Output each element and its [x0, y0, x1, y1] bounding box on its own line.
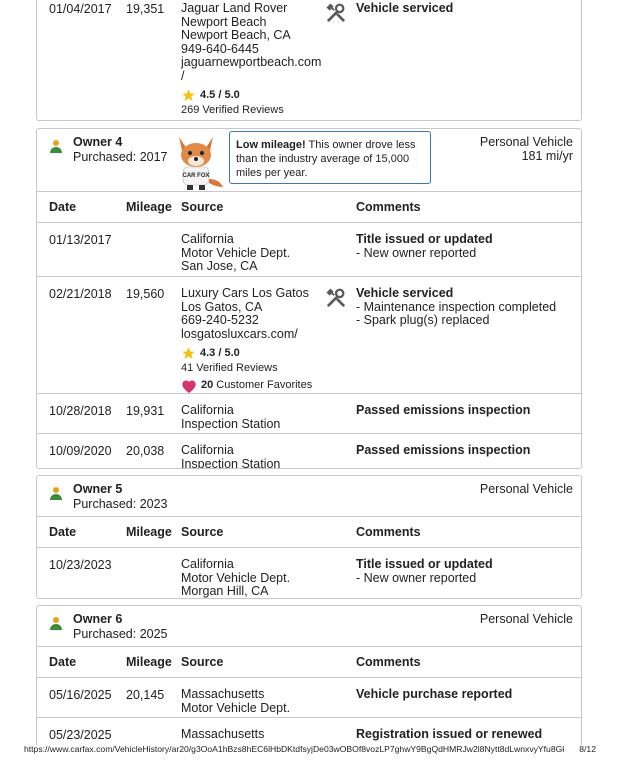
dealer-link[interactable]: losgatosluxcars.com/ [181, 326, 298, 341]
owner-6-section: Owner 6 Purchased: 2025 Personal Vehicle… [36, 605, 582, 745]
record-mileage: 19,351 [126, 2, 165, 16]
owner-header: Owner 6 Purchased: 2025 Personal Vehicle [37, 606, 581, 647]
low-mileage-callout: Low mileage! This owner drove less than … [229, 131, 431, 184]
heart-icon [182, 380, 196, 393]
table-header: Date Mileage Source Comments [37, 192, 581, 223]
owner-name: Owner 4 [73, 135, 123, 149]
verified-reviews-link[interactable]: 269 Verified Reviews [181, 104, 284, 116]
fox-shirt-text: CAR FOX [183, 173, 210, 179]
carfox-mascot-icon: CAR FOX [179, 137, 223, 190]
col-comments: Comments [356, 200, 421, 214]
table-row: 10/28/2018 19,931 California Inspection … [37, 394, 581, 434]
record-source: Jaguar Land Rover Newport Beach Newport … [181, 1, 322, 116]
page-footer: https://www.carfax.com/VehicleHistory/ar… [24, 744, 596, 754]
table-row: 02/21/2018 19,560 Luxury Cars Los Gatos … [37, 277, 581, 394]
owner-vehicle-type: Personal Vehicle [479, 482, 573, 496]
table-row: 05/23/2025 Massachusetts Registration is… [49, 727, 543, 742]
page-number: 8/12 [579, 744, 596, 754]
dealer-link[interactable]: jaguarnewportbeach.com [181, 55, 322, 69]
record-date: 01/04/2017 [49, 2, 112, 16]
customer-favorites: 20 Customer Favorites [181, 379, 312, 394]
table-row: 01/13/2017 California Motor Vehicle Dept… [37, 223, 581, 277]
owner-header: Owner 5 Purchased: 2023 Personal Vehicle [37, 476, 581, 517]
col-mileage: Mileage [126, 200, 172, 214]
col-source: Source [181, 200, 224, 214]
star-icon [182, 89, 195, 102]
owner-name: Owner 5 [73, 482, 123, 496]
owner-5-section: Owner 5 Purchased: 2023 Personal Vehicle… [36, 475, 582, 599]
table-row: 10/09/2020 20,038 California Inspection … [49, 443, 531, 469]
service-tools-icon [326, 288, 345, 307]
owner-purchased: Purchased: 2025 [73, 627, 168, 641]
person-icon [50, 140, 62, 153]
record-comments: Vehicle serviced [356, 1, 454, 15]
person-icon [50, 487, 62, 500]
table-row: 01/04/2017 19,351 Jaguar Land Rover Newp… [37, 0, 581, 120]
verified-reviews-link[interactable]: 41 Verified Reviews [181, 362, 278, 374]
person-icon [50, 617, 62, 630]
service-tools-icon [326, 3, 345, 22]
dealer-rating: 4.5 / 5.0 [181, 88, 321, 103]
owner-vehicle-type: Personal Vehicle [479, 612, 573, 626]
table-header: Date Mileage Source Comments [37, 647, 581, 678]
owner-vehicle-type: Personal Vehicle 181 mi/yr [479, 135, 573, 163]
owner-usage: 181 mi/yr [521, 149, 573, 163]
star-icon [182, 347, 195, 360]
col-date: Date [49, 200, 77, 214]
service-record-continued: 01/04/2017 19,351 Jaguar Land Rover Newp… [36, 0, 582, 121]
owner-4-section: Owner 4 Purchased: 2017 CAR FOX Low mile… [36, 128, 582, 469]
owner-name: Owner 6 [73, 612, 123, 626]
table-row: 05/16/2025 20,145 Massachusetts Motor Ve… [37, 678, 581, 718]
footer-url: https://www.carfax.com/VehicleHistory/ar… [24, 744, 564, 754]
owner-purchased: Purchased: 2017 [73, 150, 168, 164]
table-row: 10/23/2023 California Motor Vehicle Dept… [49, 557, 493, 598]
table-header: Date Mileage Source Comments [37, 517, 581, 548]
owner-header: Owner 4 Purchased: 2017 CAR FOX Low mile… [37, 129, 581, 192]
owner-purchased: Purchased: 2023 [73, 497, 168, 511]
dealer-rating: 4.3 / 5.0 [181, 346, 312, 361]
